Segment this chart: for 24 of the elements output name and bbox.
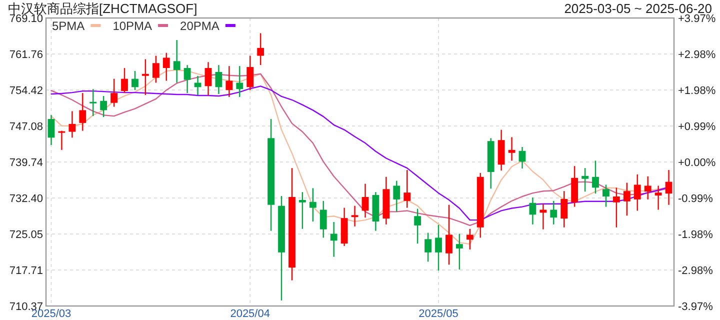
x-tick-label: 2025/04 bbox=[230, 308, 270, 320]
y2-tick-label: -0.99% bbox=[678, 192, 714, 205]
y-tick-label: 725.05 bbox=[9, 229, 43, 242]
y2-tick-label: -1.98% bbox=[678, 228, 714, 241]
y-tick-label: 717.71 bbox=[9, 265, 43, 278]
legend-label: 5PMA bbox=[52, 19, 85, 33]
y-tick-label: 732.40 bbox=[9, 192, 43, 205]
y2-tick-label: -2.98% bbox=[678, 265, 714, 278]
y-tick-label: 754.42 bbox=[9, 84, 43, 97]
y2-tick-label: +0.00% bbox=[678, 157, 716, 169]
y-tick-label: 761.76 bbox=[9, 48, 43, 61]
x-tick-label: 2025/05 bbox=[418, 308, 458, 320]
y-tick-label: 769.10 bbox=[9, 13, 43, 25]
y2-tick-label: +0.99% bbox=[678, 121, 716, 134]
legend-label: 20PMA bbox=[180, 19, 220, 33]
y2-tick-label: -3.97% bbox=[678, 301, 714, 313]
y2-tick-label: +2.98% bbox=[678, 48, 716, 61]
y2-tick-label: +1.98% bbox=[678, 85, 716, 98]
legend-label: 10PMA bbox=[112, 19, 152, 33]
chart-title: 中汉软商品综指[ZHCTMAGSOF] bbox=[8, 1, 198, 16]
x-tick-label: 2025/03 bbox=[31, 308, 72, 320]
y-tick-label: 739.74 bbox=[9, 156, 43, 169]
y2-tick-label: +3.97% bbox=[678, 13, 716, 25]
y-tick-label: 747.08 bbox=[9, 120, 43, 133]
